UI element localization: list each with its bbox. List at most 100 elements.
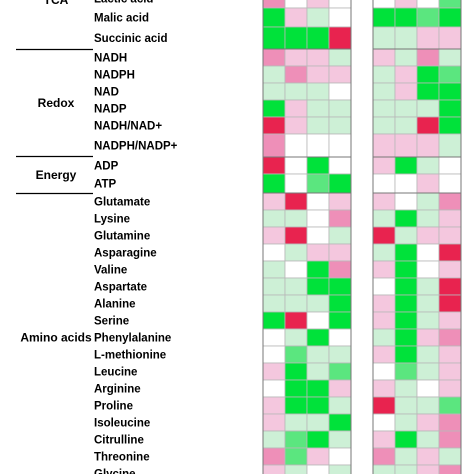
heatmap-cell xyxy=(416,156,440,175)
heatmap-cell xyxy=(328,26,352,50)
heatmap-panel-1 xyxy=(262,0,352,474)
heatmap-cell xyxy=(328,226,352,245)
heatmap-cell xyxy=(306,48,330,67)
heatmap-cell xyxy=(328,133,352,158)
group-label: Amino acids xyxy=(20,331,92,345)
heatmap-cell xyxy=(262,0,286,9)
heatmap-cell xyxy=(438,173,462,194)
heatmap-cell xyxy=(284,447,308,466)
heatmap-cell xyxy=(328,48,352,67)
group-block-outline xyxy=(372,192,462,474)
heatmap-cell xyxy=(328,65,352,84)
heatmap-cell xyxy=(262,413,286,432)
heatmap-cell xyxy=(394,328,418,347)
heatmap-cell xyxy=(438,192,462,211)
heatmap-cell xyxy=(262,65,286,84)
heatmap-cell xyxy=(416,294,440,313)
heatmap-cell xyxy=(306,430,330,449)
heatmap-cell xyxy=(372,26,396,50)
group-block-outline xyxy=(262,192,352,474)
heatmap-cell xyxy=(284,133,308,158)
heatmap-cell xyxy=(306,156,330,175)
row-label: Serine xyxy=(94,316,129,328)
heatmap-cell xyxy=(328,379,352,398)
heatmap-cell xyxy=(394,209,418,228)
heatmap-cell xyxy=(306,277,330,296)
heatmap-cell xyxy=(372,65,396,84)
row-label: Lysine xyxy=(94,214,130,226)
row-label: Alanine xyxy=(94,299,136,311)
heatmap-cell xyxy=(372,82,396,101)
heatmap-panel-2 xyxy=(372,0,462,474)
row-label: Lactic acid xyxy=(94,0,153,6)
heatmap-cell xyxy=(438,379,462,398)
row-label: Proline xyxy=(94,401,133,413)
heatmap-cell xyxy=(306,99,330,118)
row-label: Malic acid xyxy=(94,13,149,25)
heatmap-cell xyxy=(438,464,462,474)
heatmap-cell xyxy=(372,226,396,245)
heatmap-cell xyxy=(416,379,440,398)
row-label: Leucine xyxy=(94,367,137,379)
heatmap-cell xyxy=(416,99,440,118)
row-label: NAD xyxy=(94,87,119,99)
heatmap-cell xyxy=(394,362,418,381)
heatmap-cell xyxy=(372,396,396,415)
heatmap-cell xyxy=(306,209,330,228)
row-label: Glutamine xyxy=(94,231,150,243)
heatmap-cell xyxy=(416,0,440,9)
heatmap-cell xyxy=(438,82,462,101)
group-label: Energy xyxy=(36,168,77,182)
heatmap-cell xyxy=(438,209,462,228)
heatmap-cell xyxy=(394,226,418,245)
heatmap-cell xyxy=(306,82,330,101)
heatmap-cell xyxy=(284,260,308,279)
heatmap-cell xyxy=(328,294,352,313)
heatmap-cell xyxy=(372,260,396,279)
heatmap-cell xyxy=(394,82,418,101)
heatmap-cell xyxy=(372,243,396,262)
heatmap-cell xyxy=(372,48,396,67)
heatmap-cell xyxy=(372,294,396,313)
heatmap-cell xyxy=(262,192,286,211)
heatmap-cell xyxy=(306,464,330,474)
heatmap-cell xyxy=(438,311,462,330)
heatmap-cell xyxy=(306,413,330,432)
heatmap-cell xyxy=(328,243,352,262)
heatmap-cell xyxy=(306,116,330,135)
heatmap-cell xyxy=(284,173,308,194)
heatmap-cell xyxy=(328,430,352,449)
heatmap-cell xyxy=(394,447,418,466)
heatmap-cell xyxy=(284,464,308,474)
heatmap-cell xyxy=(416,226,440,245)
heatmap-cell xyxy=(438,156,462,175)
heatmap-cell xyxy=(262,362,286,381)
heatmap-cell xyxy=(306,260,330,279)
row-label: NADH/NAD+ xyxy=(94,121,162,133)
heatmap-cell xyxy=(416,48,440,67)
heatmap-cell xyxy=(284,156,308,175)
heatmap-cell xyxy=(262,243,286,262)
heatmap-cell xyxy=(372,362,396,381)
heatmap-cell xyxy=(262,277,286,296)
heatmap-cell xyxy=(306,133,330,158)
heatmap-cell xyxy=(372,156,396,175)
group-label: TCA xyxy=(44,0,69,7)
row-label: L-methionine xyxy=(94,350,166,362)
heatmap-cell xyxy=(438,116,462,135)
heatmap-cell xyxy=(438,243,462,262)
heatmap-cell xyxy=(284,65,308,84)
heatmap-cell xyxy=(284,413,308,432)
heatmap-cell xyxy=(262,379,286,398)
heatmap-cell xyxy=(394,173,418,194)
heatmap-cell xyxy=(438,133,462,158)
heatmap-cell xyxy=(416,65,440,84)
heatmap-cell xyxy=(328,82,352,101)
heatmap-cell xyxy=(372,209,396,228)
row-label: Citrulline xyxy=(94,435,144,447)
heatmap-cell xyxy=(284,294,308,313)
heatmap-cell xyxy=(438,328,462,347)
heatmap-cell xyxy=(284,362,308,381)
heatmap-cell xyxy=(284,99,308,118)
heatmap-cell xyxy=(328,328,352,347)
